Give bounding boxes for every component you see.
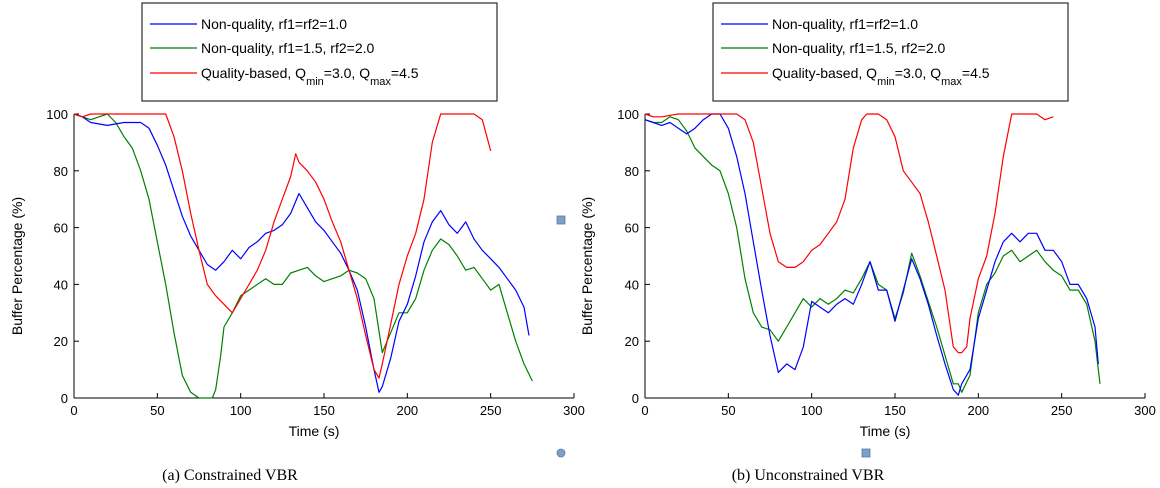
y-tick-label: 20 bbox=[54, 334, 68, 349]
y-tick-label: 60 bbox=[54, 221, 68, 236]
series-line bbox=[644, 113, 1054, 354]
legend-entry-3-tail: =4.5 bbox=[391, 65, 419, 81]
legend-entry-3-sub-max: max bbox=[941, 76, 962, 88]
y-tick-label: 60 bbox=[625, 221, 639, 236]
legend-entry-3-sub-min: min bbox=[306, 76, 324, 88]
legend-entry-3-sub-max: max bbox=[370, 76, 391, 88]
series-line bbox=[644, 116, 1101, 393]
series-line bbox=[73, 113, 533, 399]
legend-entry-1: Non-quality, rf1=rf2=1.0 bbox=[201, 16, 347, 32]
square-marker bbox=[556, 215, 566, 225]
y-tick-label: 0 bbox=[61, 391, 68, 406]
y-tick-label: 40 bbox=[625, 277, 639, 292]
x-tick-label: 300 bbox=[1134, 403, 1156, 418]
chart-constrained-vbr: 0 50 100 150 200 250 300 0 20 40 60 80 100 Time (s) Bu… bbox=[9, 107, 585, 439]
x-tick-label: 0 bbox=[641, 403, 648, 418]
x-tick-label: 50 bbox=[721, 403, 735, 418]
y-tick-label: 40 bbox=[54, 277, 68, 292]
x-tick-label: 150 bbox=[884, 403, 906, 418]
x-axis-label: Time (s) bbox=[860, 423, 911, 439]
legend-entry-3: Quality-based, Qmin=3.0, Qmax=4.5 bbox=[772, 65, 990, 88]
series-line bbox=[644, 113, 1099, 396]
legend-entry-2: Non-quality, rf1=1.5, rf2=2.0 bbox=[772, 40, 945, 56]
legend-entry-1: Non-quality, rf1=rf2=1.0 bbox=[772, 16, 918, 32]
legend-box bbox=[712, 2, 1069, 102]
caption-a: (a) Constrained VBR bbox=[162, 467, 298, 484]
x-tick-label: 200 bbox=[396, 403, 418, 418]
x-tick-label: 0 bbox=[70, 403, 77, 418]
x-tick-label: 150 bbox=[313, 403, 335, 418]
y-tick-label: 80 bbox=[625, 164, 639, 179]
caption-b: (b) Unconstrained VBR bbox=[732, 467, 885, 484]
legend-entry-3: Quality-based, Qmin=3.0, Qmax=4.5 bbox=[201, 65, 419, 88]
y-tick-label: 0 bbox=[632, 391, 639, 406]
chart-unconstrained-vbr: 0 50 100 150 200 250 300 0 20 40 60 80 100 Time (s) Bu… bbox=[579, 107, 1156, 439]
legend-entry-2: Non-quality, rf1=1.5, rf2=2.0 bbox=[201, 40, 374, 56]
legend-entry-3-label: Quality-based, Q bbox=[201, 65, 306, 81]
y-tick-label: 100 bbox=[46, 107, 68, 122]
legend-entry-3-mid: =3.0, Q bbox=[895, 65, 941, 81]
series-line bbox=[73, 113, 530, 393]
square-marker bbox=[861, 448, 871, 458]
x-tick-label: 300 bbox=[563, 403, 585, 418]
legend-box bbox=[141, 2, 498, 102]
legend-entry-3-sub-min: min bbox=[877, 76, 895, 88]
y-tick-label: 100 bbox=[617, 107, 639, 122]
y-axis-label: Buffer Percentage (%) bbox=[579, 197, 595, 335]
x-tick-label: 250 bbox=[1051, 403, 1073, 418]
legend-entry-3-mid: =3.0, Q bbox=[324, 65, 370, 81]
y-tick-label: 80 bbox=[54, 164, 68, 179]
y-axis-label: Buffer Percentage (%) bbox=[9, 197, 25, 335]
legend-entry-3-label: Quality-based, Q bbox=[772, 65, 877, 81]
legend-b: Non-quality, rf1=rf2=1.0 Non-quality, rf… bbox=[712, 2, 1069, 102]
series-line bbox=[73, 113, 492, 379]
x-tick-label: 100 bbox=[230, 403, 252, 418]
x-axis-label: Time (s) bbox=[289, 423, 340, 439]
legend-a: Non-quality, rf1=rf2=1.0 Non-quality, rf… bbox=[141, 2, 498, 102]
y-tick-label: 20 bbox=[625, 334, 639, 349]
legend-entry-3-tail: =4.5 bbox=[962, 65, 990, 81]
circle-marker bbox=[556, 448, 566, 458]
x-tick-label: 250 bbox=[480, 403, 502, 418]
x-tick-label: 100 bbox=[801, 403, 823, 418]
x-tick-label: 200 bbox=[967, 403, 989, 418]
x-tick-label: 50 bbox=[150, 403, 164, 418]
